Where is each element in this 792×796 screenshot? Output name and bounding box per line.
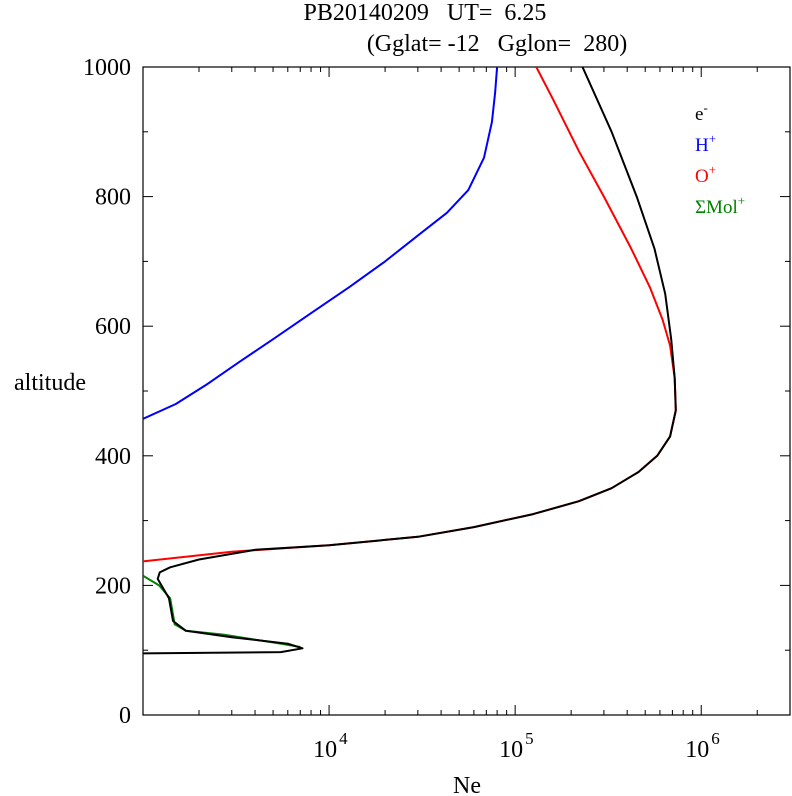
x-tick-exponent: 5 [525, 729, 534, 748]
series-layer [143, 67, 677, 655]
legend-entry: ΣMol+ [695, 193, 745, 218]
series-line-e [143, 67, 677, 655]
y-tick-labels: 0 200 400 600 800 1000 [83, 55, 131, 729]
x-tick-label: 10 [313, 737, 337, 763]
chart-title-line2: (Gglat= -12 Gglon= 280) [367, 31, 627, 57]
y-tick-label: 0 [119, 703, 131, 729]
legend-entry: H+ [695, 131, 716, 156]
y-tick-label: 1000 [83, 55, 131, 81]
legend-entry: O+ [695, 162, 716, 187]
x-tick-label: 10 [499, 737, 523, 763]
x-tick-labels: 10 4 10 5 10 6 [313, 729, 720, 763]
series-line-h [143, 67, 499, 420]
series-line-o [143, 67, 677, 563]
chart-title-line1: PB20140209 UT= 6.25 [304, 0, 547, 26]
plot-frame [142, 66, 791, 716]
y-axis-label: altitude [14, 370, 86, 396]
x-tick-exponent: 6 [711, 729, 720, 748]
axis-ticks [142, 66, 791, 716]
x-axis-label: Ne [453, 773, 481, 796]
x-tick-label: 10 [685, 737, 709, 763]
y-tick-label: 600 [95, 314, 131, 340]
legend-entry: e- [695, 100, 708, 125]
y-tick-label: 200 [95, 573, 131, 599]
x-tick-exponent: 4 [339, 729, 348, 748]
legend: e- H+ O+ ΣMol+ [695, 100, 745, 218]
y-tick-label: 400 [95, 444, 131, 470]
y-tick-label: 800 [95, 185, 131, 211]
